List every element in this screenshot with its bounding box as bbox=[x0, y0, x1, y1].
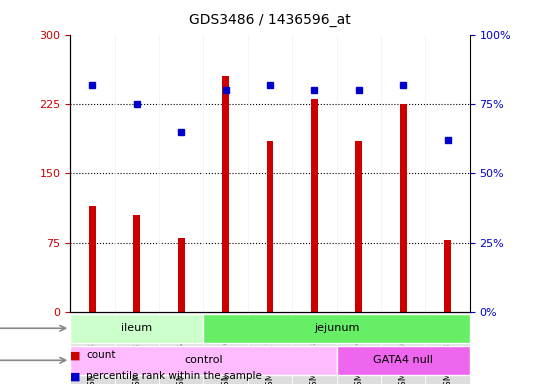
Bar bbox=[311, 99, 318, 312]
Text: GSM281930: GSM281930 bbox=[399, 338, 408, 384]
Text: ileum: ileum bbox=[122, 323, 152, 333]
Text: count: count bbox=[86, 350, 116, 360]
Text: GSM281929: GSM281929 bbox=[354, 338, 363, 384]
Text: GDS3486 / 1436596_at: GDS3486 / 1436596_at bbox=[189, 13, 351, 27]
Bar bbox=[400, 104, 407, 312]
Text: percentile rank within the sample: percentile rank within the sample bbox=[86, 371, 262, 381]
Bar bbox=[292, 312, 336, 384]
Bar bbox=[204, 314, 470, 343]
Bar bbox=[336, 312, 381, 384]
Bar bbox=[133, 215, 140, 312]
Bar bbox=[70, 312, 114, 384]
Bar bbox=[444, 240, 451, 312]
Text: GSM281932: GSM281932 bbox=[88, 338, 97, 384]
Bar bbox=[336, 346, 470, 375]
Bar bbox=[248, 312, 292, 384]
Bar bbox=[355, 141, 362, 312]
Bar bbox=[222, 76, 229, 312]
Bar bbox=[204, 312, 248, 384]
Bar bbox=[114, 312, 159, 384]
Bar bbox=[178, 238, 185, 312]
Bar bbox=[381, 312, 426, 384]
Text: GSM281934: GSM281934 bbox=[177, 338, 186, 384]
Text: control: control bbox=[184, 355, 222, 365]
Text: jejunum: jejunum bbox=[314, 323, 359, 333]
Text: GSM281933: GSM281933 bbox=[132, 338, 141, 384]
Bar bbox=[70, 314, 204, 343]
Text: ■: ■ bbox=[70, 350, 80, 360]
Bar bbox=[426, 312, 470, 384]
Bar bbox=[70, 346, 336, 375]
Text: GSM281928: GSM281928 bbox=[310, 338, 319, 384]
Text: GSM281927: GSM281927 bbox=[266, 338, 274, 384]
Text: GATA4 null: GATA4 null bbox=[373, 355, 433, 365]
Bar bbox=[159, 312, 204, 384]
Text: GSM281926: GSM281926 bbox=[221, 338, 230, 384]
Text: GSM281931: GSM281931 bbox=[443, 338, 452, 384]
Bar bbox=[89, 206, 96, 312]
Text: ■: ■ bbox=[70, 371, 80, 381]
Bar bbox=[267, 141, 273, 312]
